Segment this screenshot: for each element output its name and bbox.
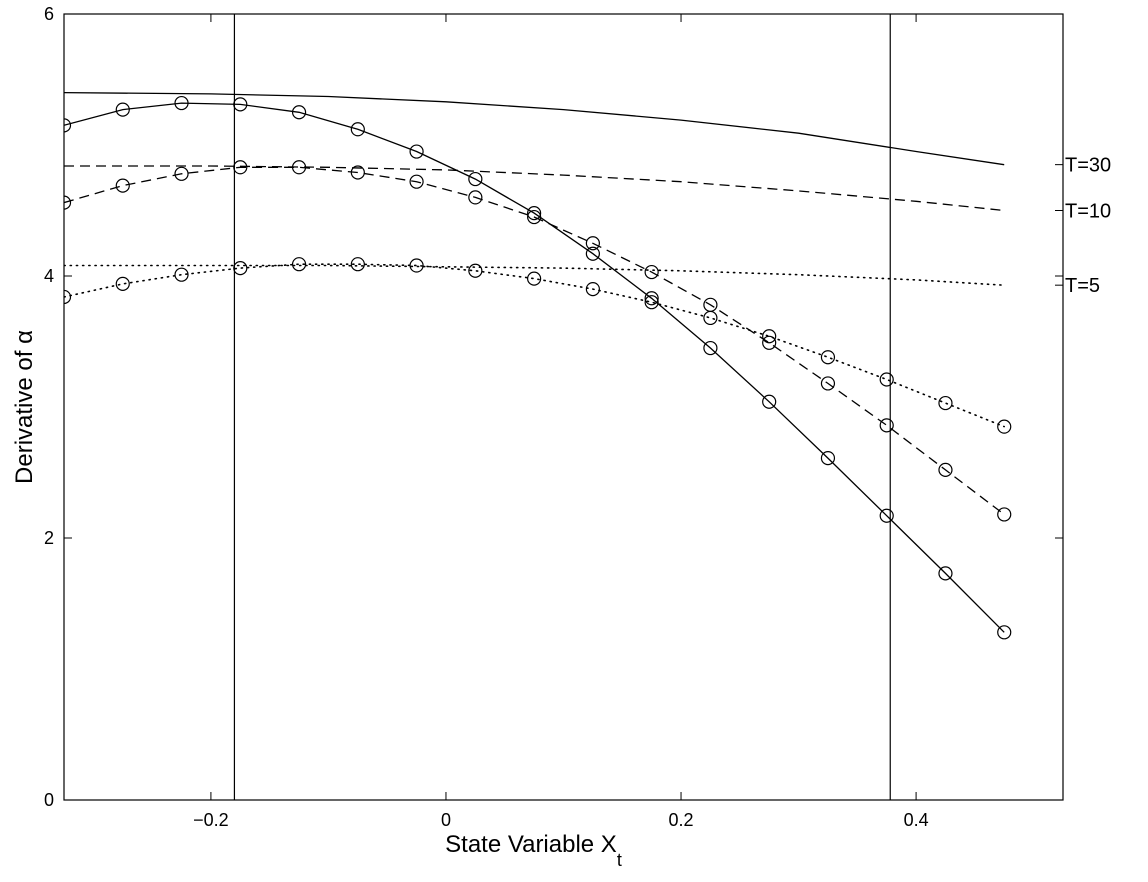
marker-point-s1-15 (879, 508, 894, 523)
y-tick-label: 4 (44, 266, 54, 286)
marker-series-line-3 (64, 263, 1005, 428)
x-tick-label: 0 (441, 810, 451, 830)
marker-point-s2-7 (409, 174, 424, 189)
marker-series-line-2 (64, 166, 1005, 515)
marker-point-s2-3 (174, 166, 189, 181)
smooth-curve-t30 (64, 91, 1005, 166)
marker-point-s1-7 (409, 144, 424, 159)
marker-point-s2-2 (115, 178, 130, 193)
marker-point-s2-5 (291, 160, 307, 175)
marker-point-s3-8 (468, 263, 483, 278)
marker-point-s1-10 (585, 246, 600, 261)
y-tick-label: 6 (44, 4, 54, 24)
marker-point-s2-14 (820, 376, 836, 391)
marker-point-s2-13 (762, 335, 777, 350)
marker-point-s1-14 (820, 450, 836, 466)
y-tick-label: 2 (44, 528, 54, 548)
marker-point-s3-9 (527, 271, 542, 286)
marker-point-s1-5 (291, 105, 307, 120)
marker-point-s1-3 (174, 95, 189, 111)
marker-point-s1-4 (233, 97, 248, 112)
marker-series-line-1 (64, 102, 1005, 633)
marker-point-s2-10 (585, 236, 600, 251)
marker-point-s2-9 (527, 209, 542, 225)
marker-point-s2-11 (644, 264, 659, 280)
marker-point-s1-17 (997, 625, 1012, 640)
marker-point-s3-4 (233, 261, 248, 276)
y-axis-label: Derivative of α (11, 330, 38, 484)
marker-point-s2-17 (997, 507, 1012, 522)
marker-point-s3-17 (997, 419, 1012, 434)
marker-point-s3-3 (174, 267, 189, 282)
marker-point-s2-6 (350, 165, 365, 180)
x-axis-label-text: State Variable X (445, 831, 617, 858)
marker-point-s3-16 (938, 395, 953, 411)
curve-label: T=30 (1065, 155, 1111, 177)
marker-point-s2-15 (879, 418, 894, 433)
smooth-curve-t5 (64, 264, 1005, 286)
y-tick-label: 0 (44, 790, 54, 810)
marker-point-s1-2 (115, 102, 130, 117)
marker-point-s3-11 (644, 295, 659, 310)
plot-frame (63, 13, 1064, 801)
marker-point-s1-1 (64, 118, 72, 133)
marker-point-s1-8 (468, 171, 483, 187)
marker-point-s3-13 (762, 329, 777, 344)
x-axis-label: State Variable Xt (445, 831, 622, 870)
marker-point-s3-14 (820, 350, 836, 365)
marker-point-s2-1 (64, 195, 72, 210)
marker-point-s3-7 (409, 258, 424, 273)
marker-point-s3-6 (350, 257, 365, 272)
marker-point-s1-9 (527, 206, 542, 221)
marker-point-s1-16 (938, 566, 953, 581)
marker-point-s2-8 (468, 190, 483, 205)
curve-label: T=10 (1065, 201, 1111, 223)
x-tick-label: 0.4 (904, 810, 929, 830)
marker-point-s3-12 (703, 310, 718, 326)
marker-point-s3-5 (291, 257, 307, 272)
x-tick-label: 0.2 (669, 810, 694, 830)
marker-point-s3-15 (879, 372, 894, 387)
marker-point-s1-11 (644, 291, 659, 306)
marker-point-s1-12 (703, 340, 718, 356)
x-axis-label-subscript: t (617, 850, 622, 870)
marker-point-s1-6 (350, 122, 365, 137)
x-tick-label: −0.2 (193, 810, 229, 830)
marker-point-s3-1 (64, 289, 72, 305)
marker-point-s1-13 (762, 394, 777, 409)
curve-label: T=5 (1065, 275, 1100, 297)
smooth-curve-t10 (64, 165, 1005, 212)
marker-point-s2-4 (233, 160, 248, 175)
marker-point-s3-10 (585, 282, 600, 297)
marker-point-s2-16 (938, 462, 953, 477)
marker-point-s3-2 (115, 276, 130, 291)
